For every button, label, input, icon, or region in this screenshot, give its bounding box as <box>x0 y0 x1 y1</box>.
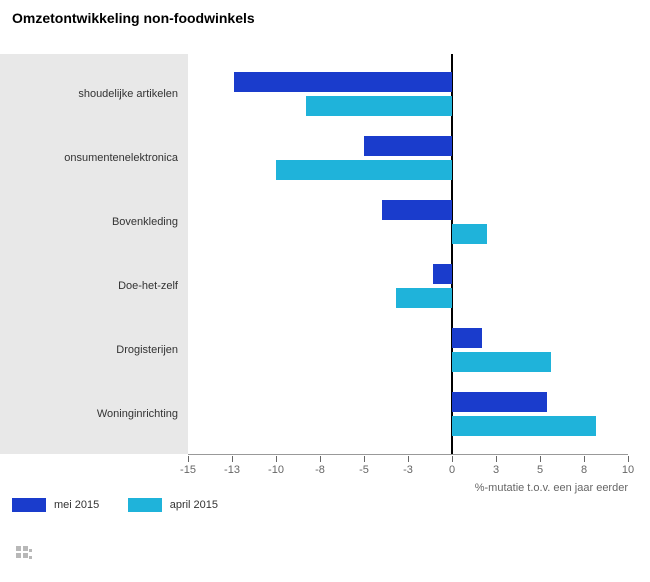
x-tick <box>408 456 409 462</box>
legend-swatch <box>128 498 162 512</box>
x-tick-label: -3 <box>403 464 413 476</box>
legend-item-mei: mei 2015 <box>12 498 99 512</box>
bar <box>234 72 452 92</box>
legend-swatch <box>12 498 46 512</box>
x-tick-label: -10 <box>268 464 284 476</box>
bar <box>276 160 452 180</box>
x-tick-label: 3 <box>493 464 499 476</box>
legend-label: april 2015 <box>170 499 218 511</box>
cbs-logo-icon <box>14 544 34 564</box>
x-tick-label: -8 <box>315 464 325 476</box>
category-label: Woninginrichting <box>0 408 178 420</box>
x-axis-title: %-mutatie t.o.v. een jaar eerder <box>475 482 628 494</box>
x-tick <box>540 456 541 462</box>
x-tick-label: 0 <box>449 464 455 476</box>
bar <box>452 328 482 348</box>
chart-title: Omzetontwikkeling non-foodwinkels <box>0 0 650 26</box>
x-tick <box>584 456 585 462</box>
x-tick <box>320 456 321 462</box>
category-label: onsumentenelektronica <box>0 152 178 164</box>
x-tick <box>364 456 365 462</box>
bar <box>433 264 452 284</box>
bar <box>306 96 452 116</box>
x-tick <box>188 456 189 462</box>
legend: mei 2015 april 2015 <box>12 498 242 517</box>
bar <box>452 352 551 372</box>
x-axis-line <box>188 454 628 455</box>
x-tick-label: 10 <box>622 464 634 476</box>
x-tick <box>496 456 497 462</box>
chart-area: -15-13-10-8-5-3035810 shoudelijke artike… <box>0 54 650 466</box>
x-tick <box>232 456 233 462</box>
category-label: Doe-het-zelf <box>0 280 178 292</box>
category-label-bg <box>0 54 188 454</box>
x-tick-label: 8 <box>581 464 587 476</box>
x-tick <box>276 456 277 462</box>
x-tick <box>628 456 629 462</box>
x-tick-label: -5 <box>359 464 369 476</box>
bar <box>452 224 487 244</box>
bar <box>452 392 547 412</box>
bar <box>396 288 452 308</box>
bar <box>364 136 452 156</box>
bar <box>382 200 452 220</box>
x-tick-label: 5 <box>537 464 543 476</box>
bar <box>452 416 596 436</box>
plot-region: -15-13-10-8-5-3035810 <box>188 54 628 454</box>
category-label: Bovenkleding <box>0 216 178 228</box>
legend-item-april: april 2015 <box>128 498 218 512</box>
category-label: Drogisterijen <box>0 344 178 356</box>
category-label: shoudelijke artikelen <box>0 88 178 100</box>
x-tick-label: -13 <box>224 464 240 476</box>
x-tick <box>452 456 453 462</box>
x-tick-label: -15 <box>180 464 196 476</box>
legend-label: mei 2015 <box>54 499 99 511</box>
